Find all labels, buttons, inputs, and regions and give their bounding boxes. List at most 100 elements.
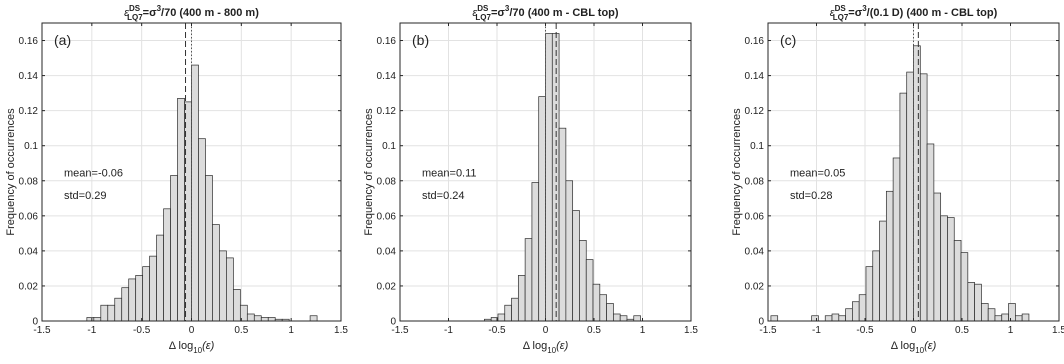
y-tick-label: 0.08 <box>19 176 39 187</box>
histogram-bar <box>260 317 269 322</box>
histogram-bar <box>86 317 95 322</box>
histogram-bar <box>613 313 621 322</box>
histogram-bar <box>1014 315 1023 322</box>
y-tick-label: 0.04 <box>19 246 39 257</box>
histogram-bar <box>135 275 144 322</box>
histogram-bar <box>960 252 969 322</box>
title-power: 3 <box>157 4 162 13</box>
title-power: 3 <box>862 4 867 13</box>
histogram-bar <box>994 315 1003 322</box>
x-tick-label: -1.5 <box>759 325 777 336</box>
histogram-bar <box>899 92 908 322</box>
y-tick-label: 0.16 <box>377 36 397 47</box>
y-tick-label: 0.08 <box>377 176 397 187</box>
histogram-bar <box>913 45 921 322</box>
panel-label: (a) <box>54 32 71 48</box>
y-tick-label: 0.02 <box>745 281 765 292</box>
title-epsilon: ε <box>472 7 477 19</box>
x-tick-label: -0.5 <box>856 325 874 336</box>
histogram-bar <box>163 208 171 322</box>
panel-a: -1.5 -1 -0.5 0 0.5 1 1.5 0 0.02 0.04 0.06 0.08 0.1 0.… <box>5 4 348 355</box>
histogram-bar <box>585 259 594 322</box>
panel-label: (c) <box>780 32 796 48</box>
y-axis-label: Frequency of occurrences <box>363 108 375 236</box>
x-axis-label: Δ log10(ε) <box>523 340 569 355</box>
x-tick-label: -0.5 <box>488 325 506 336</box>
chart-title: εDS LQ7=σ3/70 (400 m - CBL top) <box>472 4 618 22</box>
histogram-bar <box>592 283 601 322</box>
title-power: 3 <box>505 4 510 13</box>
histogram-bar <box>170 175 178 322</box>
title-epsilon: ε <box>124 7 129 19</box>
histogram-bar <box>987 308 996 322</box>
title-subscript: LQ7 <box>833 13 849 22</box>
title-equation: =σ <box>848 7 862 19</box>
x-axis-label: Δ log10(ε) <box>169 340 215 355</box>
histogram-bar <box>981 303 989 322</box>
y-tick-label: 0 <box>758 317 764 328</box>
x-label-main: Δ log <box>891 340 915 352</box>
histogram-bar <box>831 313 840 322</box>
x-label-tail: (ε) <box>202 340 214 352</box>
histogram-bar <box>885 190 894 322</box>
y-tick-label: 0.02 <box>377 281 397 292</box>
histogram-bar <box>967 282 975 322</box>
title-equation: =σ <box>491 7 505 19</box>
x-label-main: Δ log <box>169 340 193 352</box>
x-axis-label: Δ log10(ε) <box>891 340 937 355</box>
x-label-subscript: 10 <box>915 346 924 355</box>
y-tick-label: 0.1 <box>382 141 396 152</box>
histogram-bar <box>852 301 860 322</box>
std-annotation: std=0.24 <box>422 190 465 202</box>
histogram-bar <box>253 315 262 322</box>
y-tick-label: 0.02 <box>19 281 39 292</box>
histogram-bar <box>947 217 955 322</box>
histogram-bar <box>233 289 241 322</box>
title-superscript: DS <box>835 4 847 13</box>
x-tick-label: -1.5 <box>391 325 409 336</box>
x-tick-label: 1.5 <box>1052 325 1064 336</box>
histogram-bar <box>1001 313 1009 322</box>
histogram-bar <box>599 294 607 322</box>
y-axis-label: Frequency of occurrences <box>5 108 17 236</box>
histogram-bar <box>933 192 942 322</box>
histogram-bar <box>226 257 234 322</box>
title-subscript: LQ7 <box>127 13 143 22</box>
histogram-bar <box>156 234 164 322</box>
x-tick-label: 0.5 <box>234 325 248 336</box>
x-tick-label: 1 <box>1008 325 1014 336</box>
x-tick-label: 1.5 <box>684 325 698 336</box>
mean-annotation: mean=0.05 <box>790 167 845 179</box>
y-tick-label: 0.1 <box>750 141 764 152</box>
x-tick-label: -1 <box>444 325 453 336</box>
histogram-bar <box>1008 303 1016 322</box>
y-tick-label: 0.12 <box>745 106 765 117</box>
histogram-bar <box>906 71 914 322</box>
x-tick-label: 0 <box>911 325 917 336</box>
histogram-bar <box>107 304 116 322</box>
title-rest: /(0.1 D) (400 m - CBL top) <box>867 7 998 19</box>
x-label-main: Δ log <box>523 340 547 352</box>
histogram-bar <box>177 98 185 322</box>
histogram-bar <box>114 297 123 322</box>
y-tick-label: 0.06 <box>377 211 397 222</box>
histogram-bar <box>633 315 641 322</box>
std-annotation: std=0.28 <box>790 190 833 202</box>
y-tick-label: 0.16 <box>19 36 39 47</box>
histogram-bar <box>517 275 526 322</box>
x-label-tail: (ε) <box>924 340 936 352</box>
y-tick-label: 0 <box>32 317 38 328</box>
histogram-bar <box>128 278 137 322</box>
x-label-tail: (ε) <box>556 340 568 352</box>
histogram-bar <box>191 64 199 322</box>
x-tick-label: 0 <box>189 325 195 336</box>
histogram-bar <box>770 315 779 322</box>
histogram-bar <box>100 304 109 322</box>
histogram-bar <box>940 215 948 322</box>
y-tick-label: 0.12 <box>19 106 39 117</box>
mean-annotation: mean=-0.06 <box>64 167 123 179</box>
histogram-bar <box>579 240 587 322</box>
histogram-bar <box>142 266 150 322</box>
histogram-bar <box>545 33 553 322</box>
histogram-bar <box>121 287 130 322</box>
